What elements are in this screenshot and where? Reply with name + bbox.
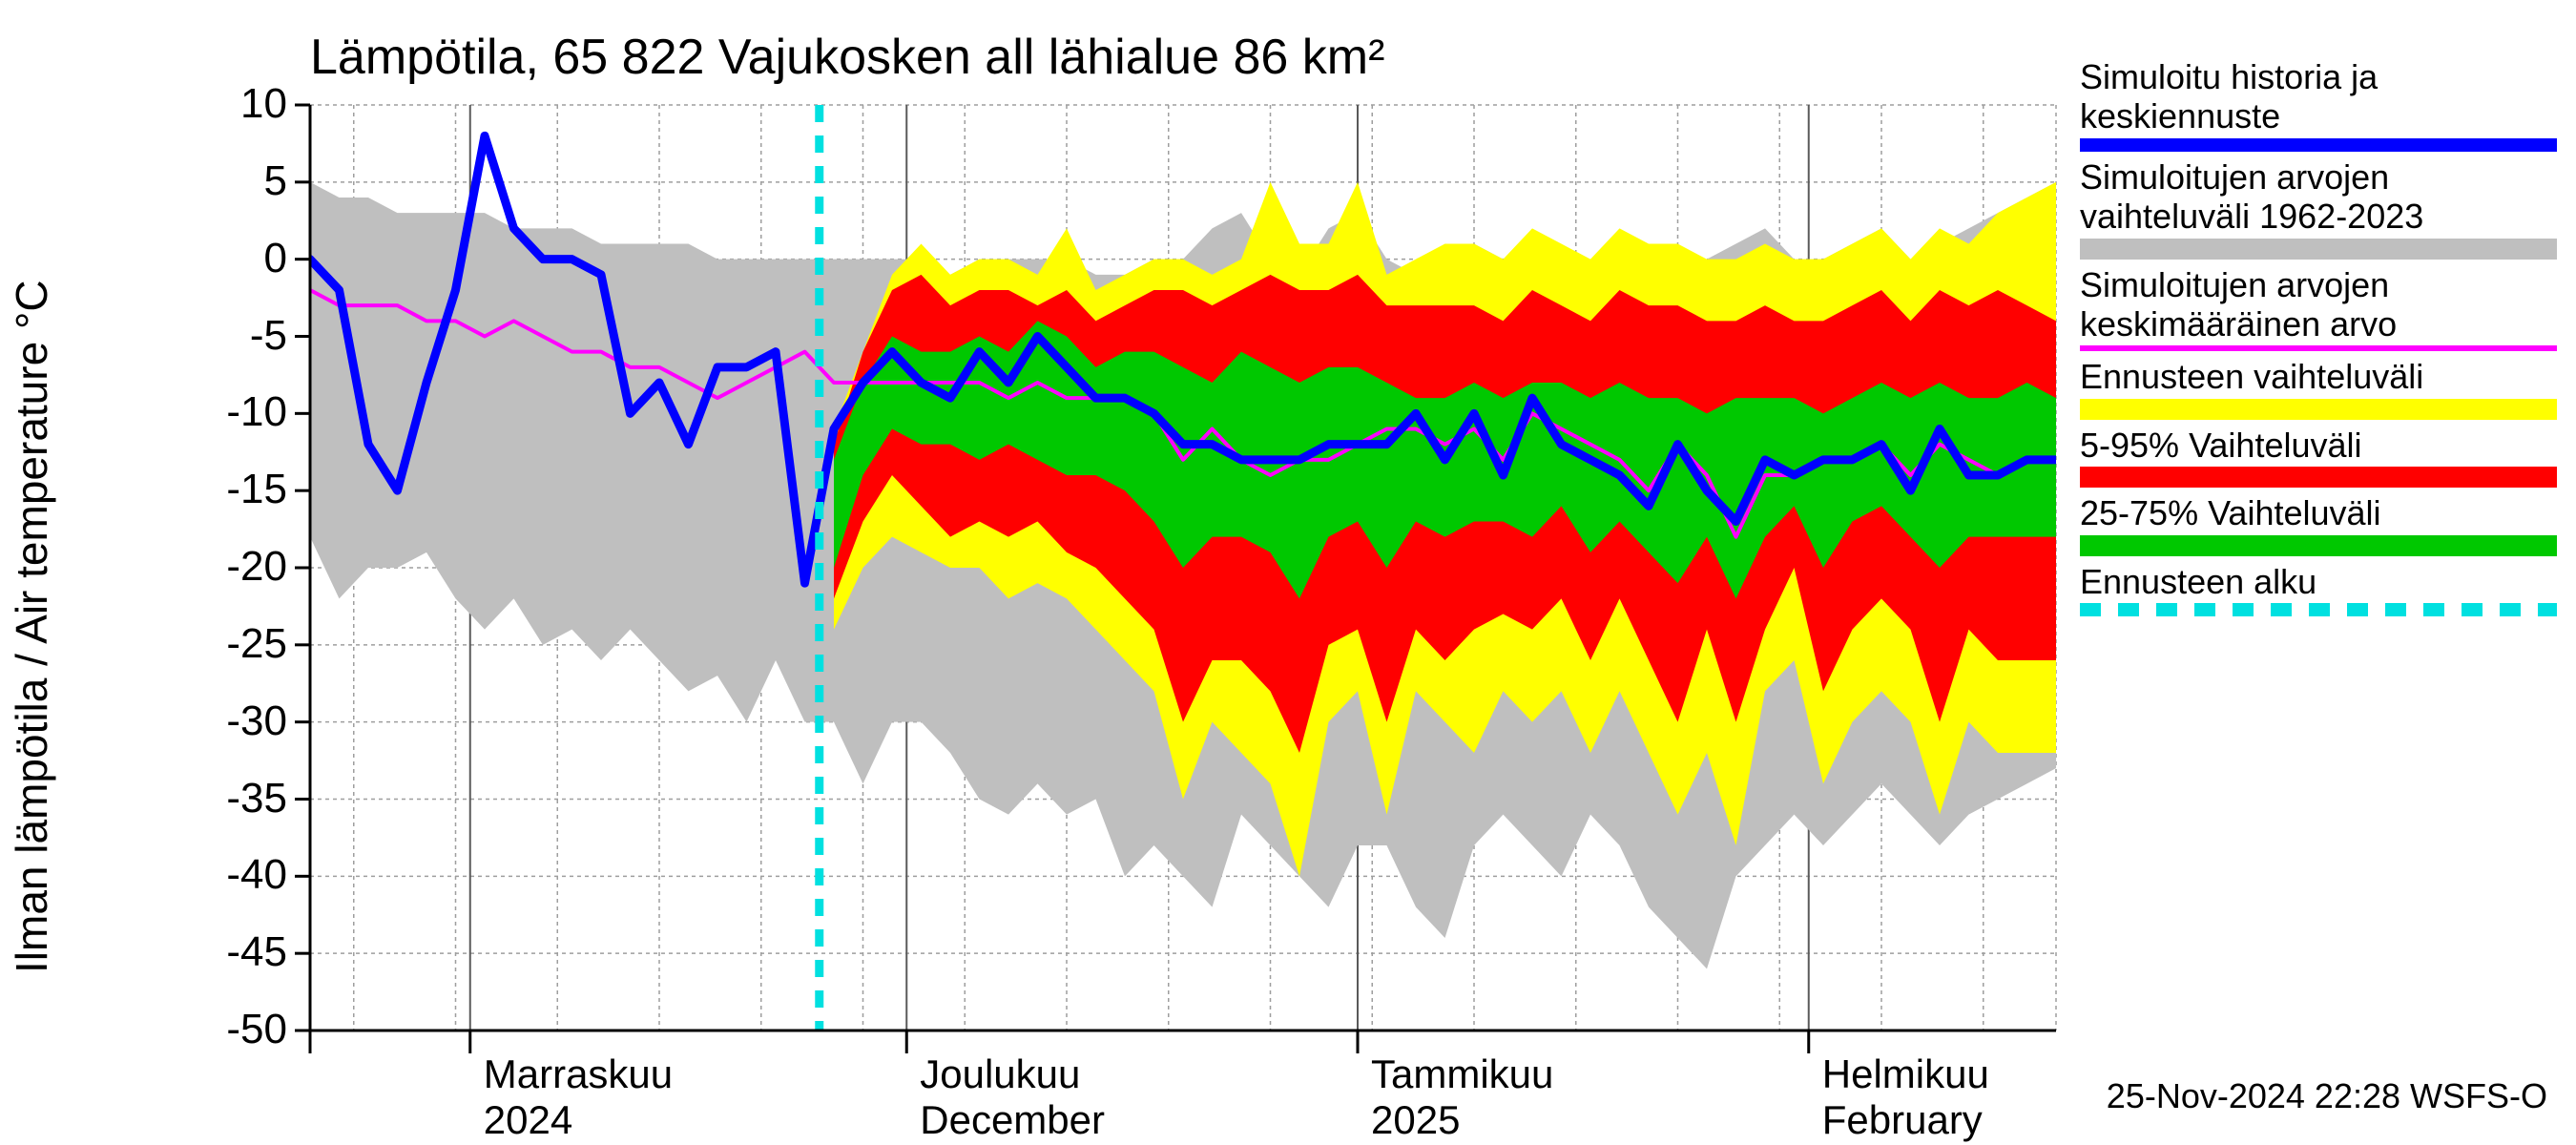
legend-text-line: keskiennuste	[2080, 96, 2557, 135]
footer-timestamp: 25-Nov-2024 22:28 WSFS-O	[2107, 1076, 2547, 1116]
y-tick-label: -25	[154, 620, 287, 668]
y-axis-label: Ilman lämpötila / Air temperature °C	[6, 280, 57, 973]
y-tick-label: -15	[154, 466, 287, 513]
y-tick-label: -30	[154, 697, 287, 745]
legend-swatch	[2080, 535, 2557, 556]
y-tick-label: -45	[154, 928, 287, 976]
y-tick-label: 10	[154, 80, 287, 128]
y-tick-label: 5	[154, 157, 287, 205]
legend-text-line: Simuloitu historia ja	[2080, 57, 2557, 96]
legend: Simuloitu historia jakeskiennusteSimuloi…	[2080, 57, 2557, 622]
legend-text-line: Simuloitujen arvojen	[2080, 265, 2557, 304]
legend-text-line: vaihteluväli 1962-2023	[2080, 197, 2557, 236]
legend-swatch	[2080, 239, 2557, 260]
legend-text-line: keskimääräinen arvo	[2080, 304, 2557, 344]
legend-entry: 25-75% Vaihteluväli	[2080, 493, 2557, 555]
legend-swatch	[2080, 603, 2557, 616]
legend-entry: Simuloitujen arvojenvaihteluväli 1962-20…	[2080, 157, 2557, 260]
legend-entry: Simuloitu historia jakeskiennuste	[2080, 57, 2557, 152]
legend-entry: 5-95% Vaihteluväli	[2080, 426, 2557, 488]
chart-title: Lämpötila, 65 822 Vajukosken all lähialu…	[310, 29, 1384, 86]
x-month-label: Joulukuu	[920, 1051, 1080, 1097]
legend-swatch	[2080, 399, 2557, 420]
legend-entry: Ennusteen vaihteluväli	[2080, 357, 2557, 419]
x-month-label: Helmikuu	[1822, 1051, 1989, 1097]
y-tick-label: -10	[154, 388, 287, 436]
y-tick-label: -5	[154, 312, 287, 360]
x-month-label: Tammikuu	[1371, 1051, 1553, 1097]
x-month-sublabel: 2024	[484, 1097, 572, 1143]
legend-text-line: Ennusteen alku	[2080, 562, 2557, 601]
legend-entry: Ennusteen alku	[2080, 562, 2557, 616]
legend-text-line: 25-75% Vaihteluväli	[2080, 493, 2557, 532]
y-tick-label: -20	[154, 543, 287, 591]
legend-text-line: Simuloitujen arvojen	[2080, 157, 2557, 197]
legend-swatch	[2080, 467, 2557, 488]
x-month-sublabel: February	[1822, 1097, 1983, 1143]
y-tick-label: -35	[154, 775, 287, 822]
temperature-forecast-chart: Ilman lämpötila / Air temperature °C Läm…	[0, 0, 2576, 1145]
legend-swatch	[2080, 138, 2557, 152]
legend-text-line: 5-95% Vaihteluväli	[2080, 426, 2557, 465]
y-tick-label: 0	[154, 235, 287, 282]
legend-entry: Simuloitujen arvojenkeskimääräinen arvo	[2080, 265, 2557, 352]
x-month-sublabel: 2025	[1371, 1097, 1460, 1143]
x-month-sublabel: December	[920, 1097, 1105, 1143]
legend-swatch	[2080, 345, 2557, 351]
y-tick-label: -40	[154, 851, 287, 899]
legend-text-line: Ennusteen vaihteluväli	[2080, 357, 2557, 396]
y-tick-label: -50	[154, 1006, 287, 1053]
x-month-label: Marraskuu	[484, 1051, 673, 1097]
